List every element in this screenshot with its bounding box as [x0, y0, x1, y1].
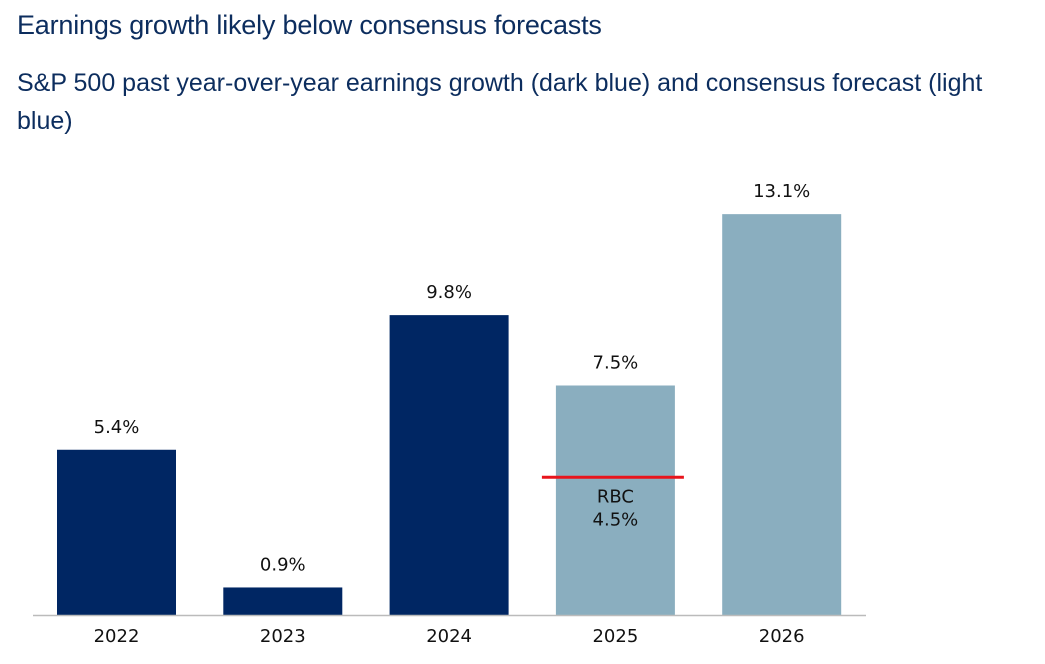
data-label-2023: 0.9%	[260, 554, 306, 575]
data-label-2025: 7.5%	[593, 353, 639, 374]
x-tick-2026: 2026	[759, 626, 805, 647]
data-label-2024: 9.8%	[426, 282, 472, 303]
rbc-annotation-value: 4.5%	[593, 509, 639, 530]
bar-2026	[722, 214, 842, 615]
data-label-2022: 5.4%	[94, 417, 140, 438]
rbc-annotation-label: RBC	[597, 486, 634, 507]
x-tick-2022: 2022	[94, 626, 140, 647]
chart-subtitle: S&P 500 past year-over-year earnings gro…	[17, 69, 983, 135]
bar-2022	[57, 449, 176, 615]
x-tick-2024: 2024	[426, 626, 472, 647]
bar-2025	[555, 385, 675, 615]
bar-2024	[389, 315, 509, 615]
chart-title: Earnings growth likely below consensus f…	[17, 10, 602, 40]
x-tick-2025: 2025	[592, 626, 638, 647]
x-tick-2023: 2023	[260, 626, 306, 647]
data-label-2026: 13.1%	[753, 181, 810, 202]
bar-2023	[223, 587, 343, 615]
